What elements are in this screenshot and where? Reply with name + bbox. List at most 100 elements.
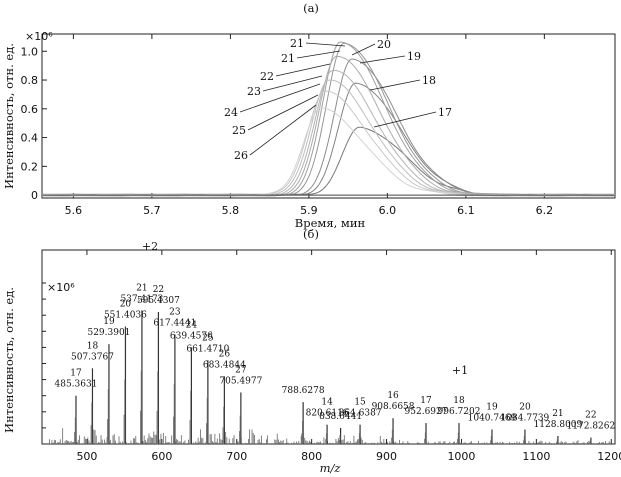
series-label: 22 — [260, 70, 274, 83]
peak-mz-label: 639.4576 — [170, 331, 213, 341]
peak-mz-label: 1172.8262 — [567, 422, 616, 432]
chromatogram-curves — [41, 41, 616, 197]
y-tick-label: 0 — [31, 189, 38, 202]
chromatogram-trace — [41, 107, 616, 197]
peak-charge-label: 21 — [136, 283, 147, 293]
peak-mz-label: 617.4441 — [153, 319, 196, 329]
chromatogram-trace — [41, 58, 616, 197]
x-tick-label: 5.8 — [222, 204, 240, 217]
peak-mz-label: 788.6278 — [282, 386, 325, 396]
chromatogram-trace — [41, 42, 616, 197]
peak-charge-label: 17 — [420, 396, 432, 406]
leader-line — [373, 111, 437, 128]
series-labels: 21 21 20 19 22 23 18 24 17 25 26 — [224, 37, 452, 162]
peak-mz-label: 507.3767 — [71, 352, 114, 362]
peak-charge-label: 20 — [519, 403, 531, 413]
peak-mz-label: 683.4844 — [203, 360, 246, 370]
chromatogram-trace — [41, 90, 616, 197]
peak-mz-label: 529.3901 — [87, 328, 130, 338]
peak-mz-label: 595.4307 — [137, 296, 180, 306]
x-tick-label: 5.9 — [300, 204, 318, 217]
plot-frame-a — [41, 33, 616, 199]
axes-b: 500 600 700 800 900 1000 1100 1200 — [42, 250, 621, 463]
chromatogram-panel: (a) 5.6 5.7 5.8 5.9 6.0 6.1 6.2 0 0.2 0.4 0.6 0.8 1.… — [2, 1, 616, 230]
x-axis-label-b: m/z — [320, 461, 342, 475]
labelled-peaks — [74, 310, 592, 444]
peak-mz-label: 952.6927 — [405, 407, 448, 417]
peak-charge-label: 27 — [235, 365, 247, 375]
peak-mz-label: 1084.7739 — [501, 414, 550, 424]
x-tick-label: 900 — [376, 450, 397, 463]
peak-charge-label: 17 — [70, 369, 82, 379]
y-tick-label: 0.4 — [21, 132, 39, 145]
series-label: 25 — [232, 124, 246, 137]
peak-labels: 17485.363118507.376719529.390120551.4036… — [55, 283, 616, 431]
leader-line — [305, 42, 346, 47]
x-tick-label: 600 — [151, 450, 172, 463]
peak-mz-label: 537.4173 — [120, 294, 163, 304]
x-tick-label: 5.6 — [65, 204, 83, 217]
x-tick-label: 6.2 — [536, 204, 554, 217]
y-tick-label: 0.2 — [21, 160, 39, 173]
x-tick-label: 1000 — [447, 450, 475, 463]
peak-charge-label: 25 — [202, 333, 214, 343]
peak-mz-label: 705.4977 — [219, 376, 262, 386]
y-multiplier-b: ×10⁶ — [47, 281, 75, 294]
series-label: 26 — [234, 149, 248, 162]
leader-line — [359, 55, 406, 64]
leader-line — [351, 43, 376, 56]
y-axis-label-b: Интенсивность, отн. ед. — [2, 287, 16, 433]
peak-mz-label: 838.6441 — [319, 412, 362, 422]
peak-mz-label: 1040.7469 — [468, 414, 517, 424]
leader-line — [239, 83, 321, 113]
mass-spectrum-panel: (б) 500600700800900100011001200 17485.36… — [2, 227, 621, 475]
x-tick-label: 6.1 — [457, 204, 475, 217]
chromatogram-trace — [41, 69, 616, 197]
series-label: 24 — [224, 106, 238, 119]
peak-charge-label: 14 — [321, 398, 333, 408]
x-tick-label: 800 — [301, 450, 322, 463]
charge-label-plus2: +2 — [142, 240, 158, 253]
y-tick-label: 1.0 — [21, 45, 39, 58]
peak-mz-label: 485.3631 — [55, 380, 98, 390]
peak-charge-label: 24 — [186, 320, 198, 330]
x-tick-label: 500 — [76, 450, 97, 463]
peak-charge-label: 15 — [354, 398, 366, 408]
series-label: 19 — [407, 50, 421, 63]
peak-mz-label: 996.7202 — [438, 407, 481, 417]
series-label: 21 — [281, 52, 295, 65]
peak-mz-label: 1128.8009 — [534, 420, 583, 430]
y-multiplier-a: ×10⁶ — [25, 30, 53, 43]
x-tick-label: 1100 — [522, 450, 550, 463]
peak-mz-label: 661.4710 — [186, 344, 229, 354]
leader-line — [369, 79, 421, 91]
series-label: 21 — [290, 37, 304, 50]
peak-charge-label: 19 — [486, 403, 498, 413]
peak-charge-label: 21 — [552, 409, 563, 419]
label-leader-lines — [239, 42, 437, 156]
x-axis-label-a: Время, мин — [295, 216, 366, 230]
x-tick-label: 6.0 — [379, 204, 397, 217]
peak-charge-label: 16 — [387, 391, 399, 401]
chromatogram-trace — [42, 79, 615, 197]
peak-charge-label: 22 — [585, 411, 596, 421]
panel-label-a: (a) — [303, 1, 319, 15]
series-label: 23 — [247, 85, 261, 98]
leader-line — [249, 104, 317, 156]
peak-mz-label: 864.6387 — [339, 409, 382, 419]
charge-label-plus1: +1 — [452, 364, 468, 377]
series-label: 20 — [377, 38, 391, 51]
peak-charge-label: 20 — [120, 299, 132, 309]
peak-charge-label: 18 — [87, 341, 99, 351]
peak-mz-label: 908.6658 — [372, 402, 415, 412]
chromatogram-trace — [42, 41, 615, 197]
peak-charge-label: 23 — [169, 308, 181, 318]
peak-charge-label: 19 — [103, 317, 115, 327]
x-tick-label: 700 — [226, 450, 247, 463]
y-tick-label: 0.8 — [21, 74, 39, 87]
peak-mz-label: 820.6116 — [306, 409, 349, 419]
peak-mz-label: 551.4036 — [104, 310, 147, 320]
series-label: 17 — [438, 106, 452, 119]
x-tick-label: 5.7 — [143, 204, 161, 217]
leader-line — [275, 63, 331, 77]
